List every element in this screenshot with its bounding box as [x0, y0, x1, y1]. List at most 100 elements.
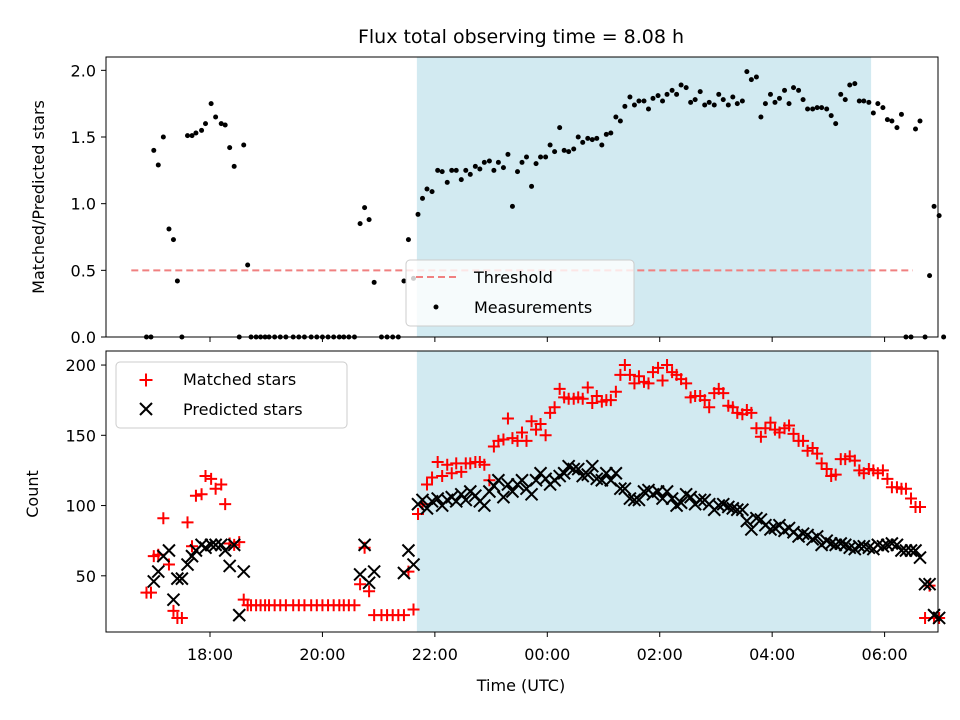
ratio-legend: Threshold Measurements: [405, 259, 635, 327]
measurement-point: [669, 87, 675, 93]
measurement-point: [805, 106, 811, 112]
measurement-point: [585, 135, 591, 141]
matched-star-point: [871, 467, 884, 480]
matched-star-point: [590, 389, 603, 402]
matched-star-point: [397, 609, 410, 622]
matched-star-point: [652, 361, 665, 374]
measurement-point: [557, 125, 563, 131]
legend-threshold-label: Threshold: [473, 268, 553, 287]
measurement-point: [711, 102, 717, 108]
predicted-star-point: [749, 511, 764, 525]
count-frame: [105, 350, 939, 633]
matched-star-point: [881, 472, 894, 485]
measurement-point: [419, 195, 425, 201]
predicted-star-point: [208, 538, 223, 552]
measurement-point: [552, 149, 558, 155]
measurement-point: [174, 278, 180, 284]
predicted-star-point: [735, 503, 750, 517]
measurement-point: [472, 163, 478, 169]
measurement-point: [357, 221, 363, 227]
measurement-point: [753, 74, 759, 80]
measurement-point: [449, 167, 455, 173]
matched-star-point: [492, 434, 505, 447]
measurement-point: [405, 237, 411, 243]
count-legend-box: [115, 361, 348, 429]
predicted-star-point: [871, 538, 885, 552]
measurement-point: [941, 334, 947, 340]
measurement-point: [660, 98, 666, 104]
matched-star-point: [539, 429, 552, 442]
measurement-point: [481, 159, 487, 165]
matched-star-point: [815, 457, 828, 470]
measurement-point: [645, 106, 651, 112]
matched-star-point: [848, 454, 861, 467]
matched-star-point: [680, 377, 693, 390]
count-ytick-label: 200: [65, 356, 96, 375]
measurement-point: [366, 217, 372, 223]
measurement-point: [613, 114, 619, 120]
predicted-star-point: [796, 526, 810, 541]
count-xtick-label: 22:00: [412, 645, 458, 664]
measurement-point: [627, 94, 633, 100]
measurement-point: [716, 91, 722, 97]
measurement-point: [622, 103, 628, 109]
predicted-star-point: [828, 538, 843, 552]
measurement-point: [842, 97, 848, 103]
ratio-ylabel: Matched/Predicted stars: [29, 100, 48, 294]
measurement-point: [589, 137, 595, 143]
measurement-point: [852, 81, 858, 87]
measurement-point: [543, 154, 549, 160]
legend-predicted-label: Predicted stars: [183, 400, 303, 419]
predicted-star-point: [151, 564, 165, 579]
predicted-star-point: [876, 539, 890, 554]
measurement-point: [424, 186, 430, 192]
predicted-star-point: [894, 543, 909, 558]
measurement-point: [500, 165, 506, 171]
matched-star-point: [144, 586, 157, 599]
matched-star-point: [731, 406, 744, 419]
matched-star-point: [501, 412, 514, 425]
count-xlabel: Time (UTC): [476, 676, 565, 695]
predicted-star-point: [204, 538, 218, 552]
measurement-point: [688, 99, 694, 105]
measurement-point: [791, 85, 797, 91]
matched-star-point: [764, 416, 777, 429]
matched-star-point: [407, 603, 420, 616]
ratio-legend-box: [405, 259, 635, 327]
predicted-star-point: [401, 543, 416, 558]
measurement-point: [231, 163, 237, 169]
predicted-star-point: [899, 543, 913, 558]
measurement-point: [189, 133, 195, 139]
measurement-point: [870, 110, 876, 116]
ratio-ytick-label: 1.5: [71, 128, 96, 147]
measurement-point: [913, 126, 919, 132]
measurement-point: [444, 179, 450, 185]
measurement-point: [509, 203, 515, 209]
measurement-point: [828, 113, 834, 119]
predicted-star-point: [857, 539, 871, 554]
predicted-star-point: [581, 467, 595, 482]
predicted-star-point: [406, 557, 421, 572]
measurement-point: [193, 130, 199, 136]
matched-star-point: [628, 377, 641, 390]
matched-star-point: [811, 447, 824, 460]
predicted-star-point: [740, 514, 754, 528]
count-panel: 50 100 150 200 18:00 20:00 22:00 00:00 02:00 04:0…: [23, 350, 946, 695]
predicted-star-point: [599, 466, 614, 480]
measurement-point: [936, 213, 942, 219]
measurement-point: [786, 101, 792, 107]
matched-star-point: [759, 422, 772, 435]
measurement-point: [824, 106, 830, 112]
predicted-star-point: [683, 490, 698, 504]
measurement-point: [594, 135, 600, 141]
count-xtick-label: 20:00: [299, 645, 345, 664]
predicted-star-point: [585, 459, 599, 473]
measurement-point: [725, 102, 731, 108]
matched-star-point: [348, 599, 361, 612]
matched-star-point: [195, 488, 208, 501]
measurement-point: [458, 177, 464, 183]
measurement-point: [720, 97, 726, 103]
predicted-star-point: [763, 522, 778, 537]
measurement-point: [463, 167, 469, 173]
predicted-star-point: [618, 481, 632, 496]
